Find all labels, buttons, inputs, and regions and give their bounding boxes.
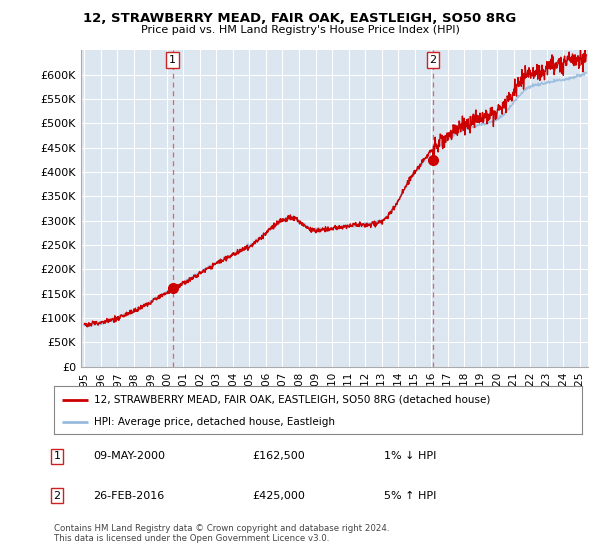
Text: Price paid vs. HM Land Registry's House Price Index (HPI): Price paid vs. HM Land Registry's House …	[140, 25, 460, 35]
Text: 12, STRAWBERRY MEAD, FAIR OAK, EASTLEIGH, SO50 8RG (detached house): 12, STRAWBERRY MEAD, FAIR OAK, EASTLEIGH…	[94, 395, 490, 405]
Text: £162,500: £162,500	[252, 451, 305, 461]
Text: 5% ↑ HPI: 5% ↑ HPI	[384, 491, 436, 501]
Text: 2: 2	[430, 55, 437, 65]
Text: 1% ↓ HPI: 1% ↓ HPI	[384, 451, 436, 461]
Text: Contains HM Land Registry data © Crown copyright and database right 2024.
This d: Contains HM Land Registry data © Crown c…	[54, 524, 389, 543]
Text: £425,000: £425,000	[252, 491, 305, 501]
Text: 1: 1	[169, 55, 176, 65]
Text: 26-FEB-2016: 26-FEB-2016	[93, 491, 164, 501]
Text: 09-MAY-2000: 09-MAY-2000	[93, 451, 165, 461]
Text: 2: 2	[53, 491, 61, 501]
Text: 12, STRAWBERRY MEAD, FAIR OAK, EASTLEIGH, SO50 8RG: 12, STRAWBERRY MEAD, FAIR OAK, EASTLEIGH…	[83, 12, 517, 25]
Text: HPI: Average price, detached house, Eastleigh: HPI: Average price, detached house, East…	[94, 417, 335, 427]
Text: 1: 1	[53, 451, 61, 461]
